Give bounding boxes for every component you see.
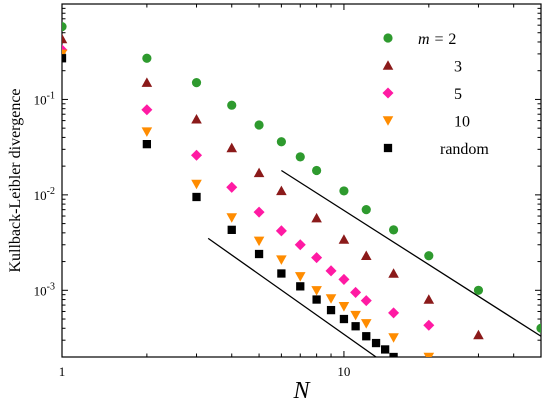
data-point — [276, 137, 286, 147]
data-point — [141, 127, 153, 137]
data-point — [62, 49, 68, 60]
data-point — [350, 286, 362, 298]
legend-label: random — [440, 141, 489, 158]
data-point — [380, 345, 390, 354]
data-point — [388, 333, 399, 343]
y-tick-base: 10 — [34, 188, 47, 203]
data-point — [362, 332, 371, 341]
data-point — [388, 268, 399, 278]
data-point — [142, 140, 152, 149]
data-point — [350, 310, 361, 321]
y-axis-label: Kullback-Leibler divergence — [7, 88, 24, 272]
data-point — [276, 185, 287, 196]
data-point — [253, 167, 265, 178]
legend-marker — [382, 116, 394, 126]
data-point — [141, 104, 153, 116]
data-point — [62, 54, 67, 63]
data-point — [296, 282, 305, 291]
data-point — [226, 213, 238, 223]
data-point — [254, 249, 264, 259]
data-point — [339, 186, 349, 196]
data-point — [388, 225, 399, 235]
data-point — [389, 352, 398, 357]
legend-title-prefix: m = — [418, 31, 448, 48]
data-point — [312, 295, 321, 304]
data-point — [351, 322, 360, 331]
reference-line-1 — [281, 169, 541, 337]
legend-label: 5 — [454, 86, 462, 103]
data-point — [338, 273, 350, 285]
data-point — [360, 319, 372, 329]
legend-marker — [383, 143, 393, 153]
data-point — [536, 323, 541, 333]
data-point — [294, 239, 306, 251]
data-point — [62, 33, 68, 44]
y-tick-label: 10-2 — [34, 186, 55, 203]
data-point — [311, 286, 322, 296]
data-point — [473, 285, 484, 295]
y-tick-label: 10-1 — [34, 90, 55, 107]
data-point — [227, 100, 237, 110]
data-point — [361, 205, 371, 215]
data-point — [326, 305, 336, 315]
data-point — [311, 212, 322, 223]
legend-marker — [382, 60, 394, 70]
y-tick-exponent: -1 — [47, 90, 55, 101]
data-point — [276, 255, 287, 265]
data-point — [226, 181, 238, 193]
data-point — [338, 302, 350, 312]
data-point — [339, 314, 349, 324]
data-point — [325, 294, 337, 304]
data-point — [277, 269, 286, 278]
data-point — [360, 295, 372, 307]
data-point — [423, 294, 435, 304]
y-tick-exponent: -3 — [47, 281, 55, 292]
data-point — [338, 234, 350, 244]
data-point — [360, 250, 372, 261]
legend-label: m = 2 — [418, 31, 456, 48]
data-point — [191, 78, 202, 88]
data-point — [191, 179, 202, 190]
legend-marker — [383, 33, 393, 43]
data-point — [253, 236, 265, 247]
data-point — [142, 53, 152, 63]
data-point — [254, 120, 264, 130]
data-point — [424, 251, 434, 261]
legend-series-name: 2 — [448, 31, 456, 48]
data-point — [325, 265, 337, 277]
reference-line-2 — [207, 237, 377, 357]
data-point — [311, 252, 323, 264]
data-point — [227, 225, 236, 234]
y-tick-exponent: -2 — [47, 186, 55, 197]
y-tick-base: 10 — [34, 283, 47, 298]
data-point — [226, 142, 238, 153]
data-point — [473, 329, 484, 340]
data-point — [312, 165, 322, 176]
plot-frame — [61, 3, 542, 358]
legend-label: 3 — [454, 59, 462, 76]
legend-marker — [382, 87, 394, 99]
data-point — [192, 192, 201, 202]
data-point — [423, 352, 435, 357]
legend-label: 10 — [454, 114, 470, 131]
data-point — [423, 319, 435, 331]
x-axis-label: N — [292, 378, 311, 404]
data-point — [275, 225, 287, 237]
data-point — [190, 149, 203, 161]
data-point — [294, 272, 306, 282]
data-point — [388, 307, 400, 319]
x-tick-label: 10 — [337, 364, 350, 379]
y-tick-base: 10 — [34, 92, 47, 107]
data-point — [62, 21, 67, 32]
data-point — [371, 338, 381, 348]
y-tick-label: 10-3 — [34, 281, 55, 298]
x-tick-label: 1 — [59, 364, 66, 379]
data-point — [141, 77, 153, 87]
data-point — [253, 206, 265, 218]
data-point — [295, 152, 305, 162]
data-point — [191, 113, 202, 124]
